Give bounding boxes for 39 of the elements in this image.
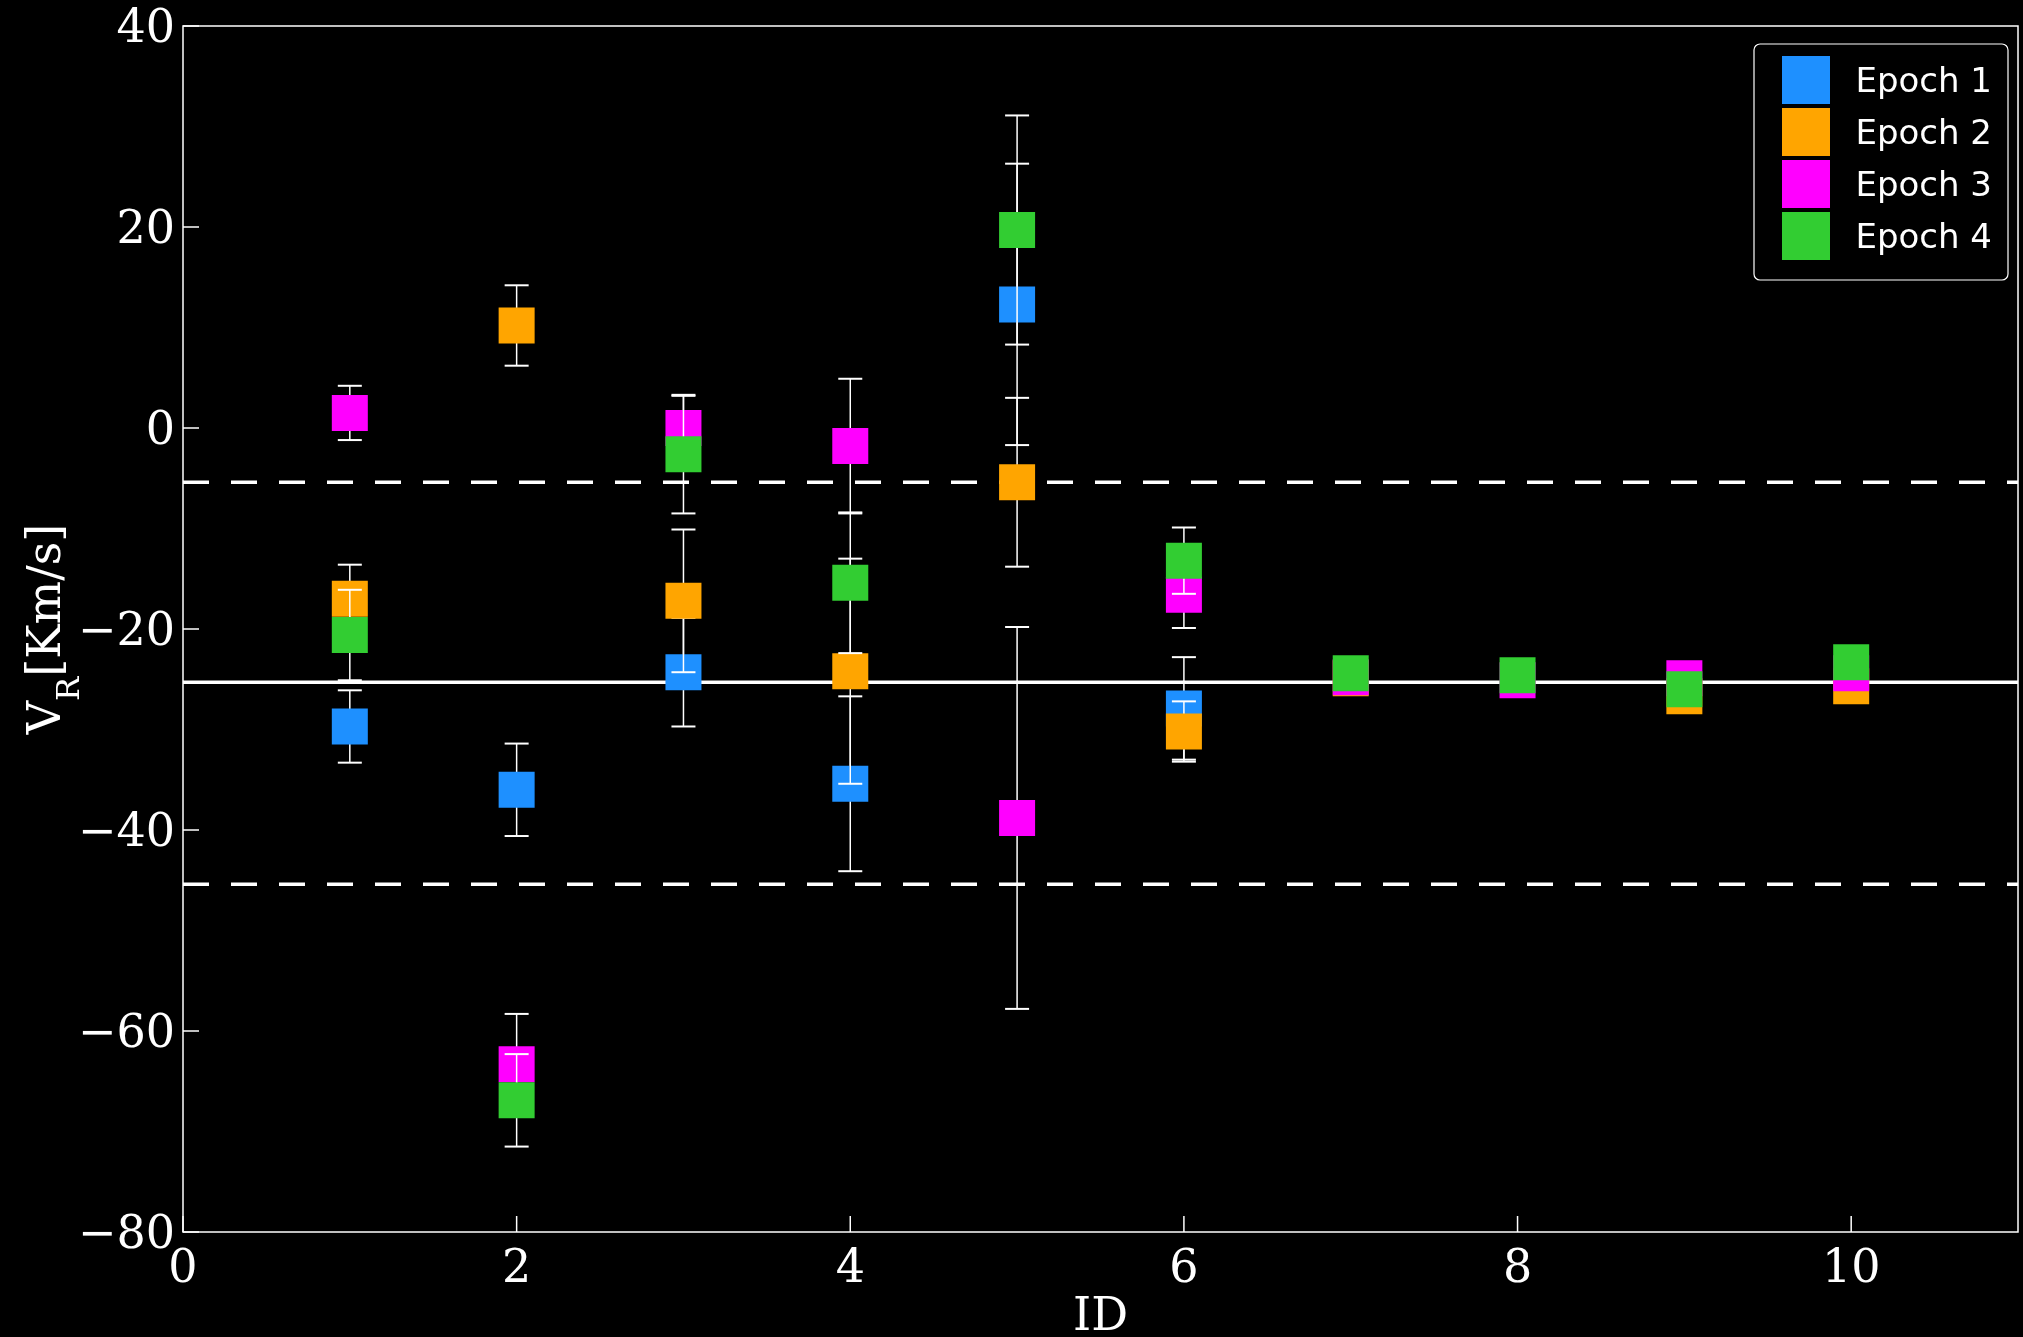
legend-label: Epoch 3 bbox=[1855, 164, 1992, 204]
point bbox=[665, 582, 702, 619]
x-tick-label: 8 bbox=[1502, 1239, 1533, 1293]
point bbox=[331, 708, 368, 745]
point bbox=[498, 1082, 535, 1119]
x-tick-label: 4 bbox=[835, 1239, 865, 1293]
point bbox=[999, 464, 1036, 501]
point bbox=[1833, 644, 1870, 681]
point bbox=[1666, 671, 1703, 708]
point bbox=[832, 653, 869, 690]
legend-label: Epoch 1 bbox=[1855, 60, 1992, 100]
y-tick-label: 20 bbox=[116, 200, 175, 254]
x-tick-label: 10 bbox=[1821, 1239, 1881, 1293]
point bbox=[1165, 713, 1202, 750]
y-tick-label: −20 bbox=[77, 602, 175, 656]
point bbox=[665, 654, 702, 691]
point bbox=[498, 771, 535, 808]
point bbox=[999, 286, 1036, 323]
y-tick-label: −40 bbox=[77, 803, 175, 857]
point bbox=[665, 436, 702, 473]
y-tick-label: 40 bbox=[116, 0, 175, 53]
point bbox=[498, 1046, 535, 1083]
point bbox=[1165, 542, 1202, 579]
y-tick-label: 0 bbox=[145, 401, 175, 455]
point bbox=[999, 212, 1036, 249]
point bbox=[331, 617, 368, 654]
point bbox=[498, 307, 535, 344]
point bbox=[832, 428, 869, 465]
x-tick-label: 2 bbox=[502, 1239, 532, 1293]
x-tick-label: 6 bbox=[1169, 1239, 1199, 1293]
point bbox=[999, 799, 1036, 836]
point bbox=[331, 580, 368, 617]
legend-label: Epoch 2 bbox=[1855, 112, 1992, 152]
legend-label: Epoch 4 bbox=[1855, 216, 1992, 256]
x-axis-title: ID bbox=[1072, 1287, 1129, 1337]
y-tick-label: −60 bbox=[77, 1004, 175, 1058]
point bbox=[832, 765, 869, 802]
point bbox=[331, 394, 368, 431]
point bbox=[832, 564, 869, 601]
